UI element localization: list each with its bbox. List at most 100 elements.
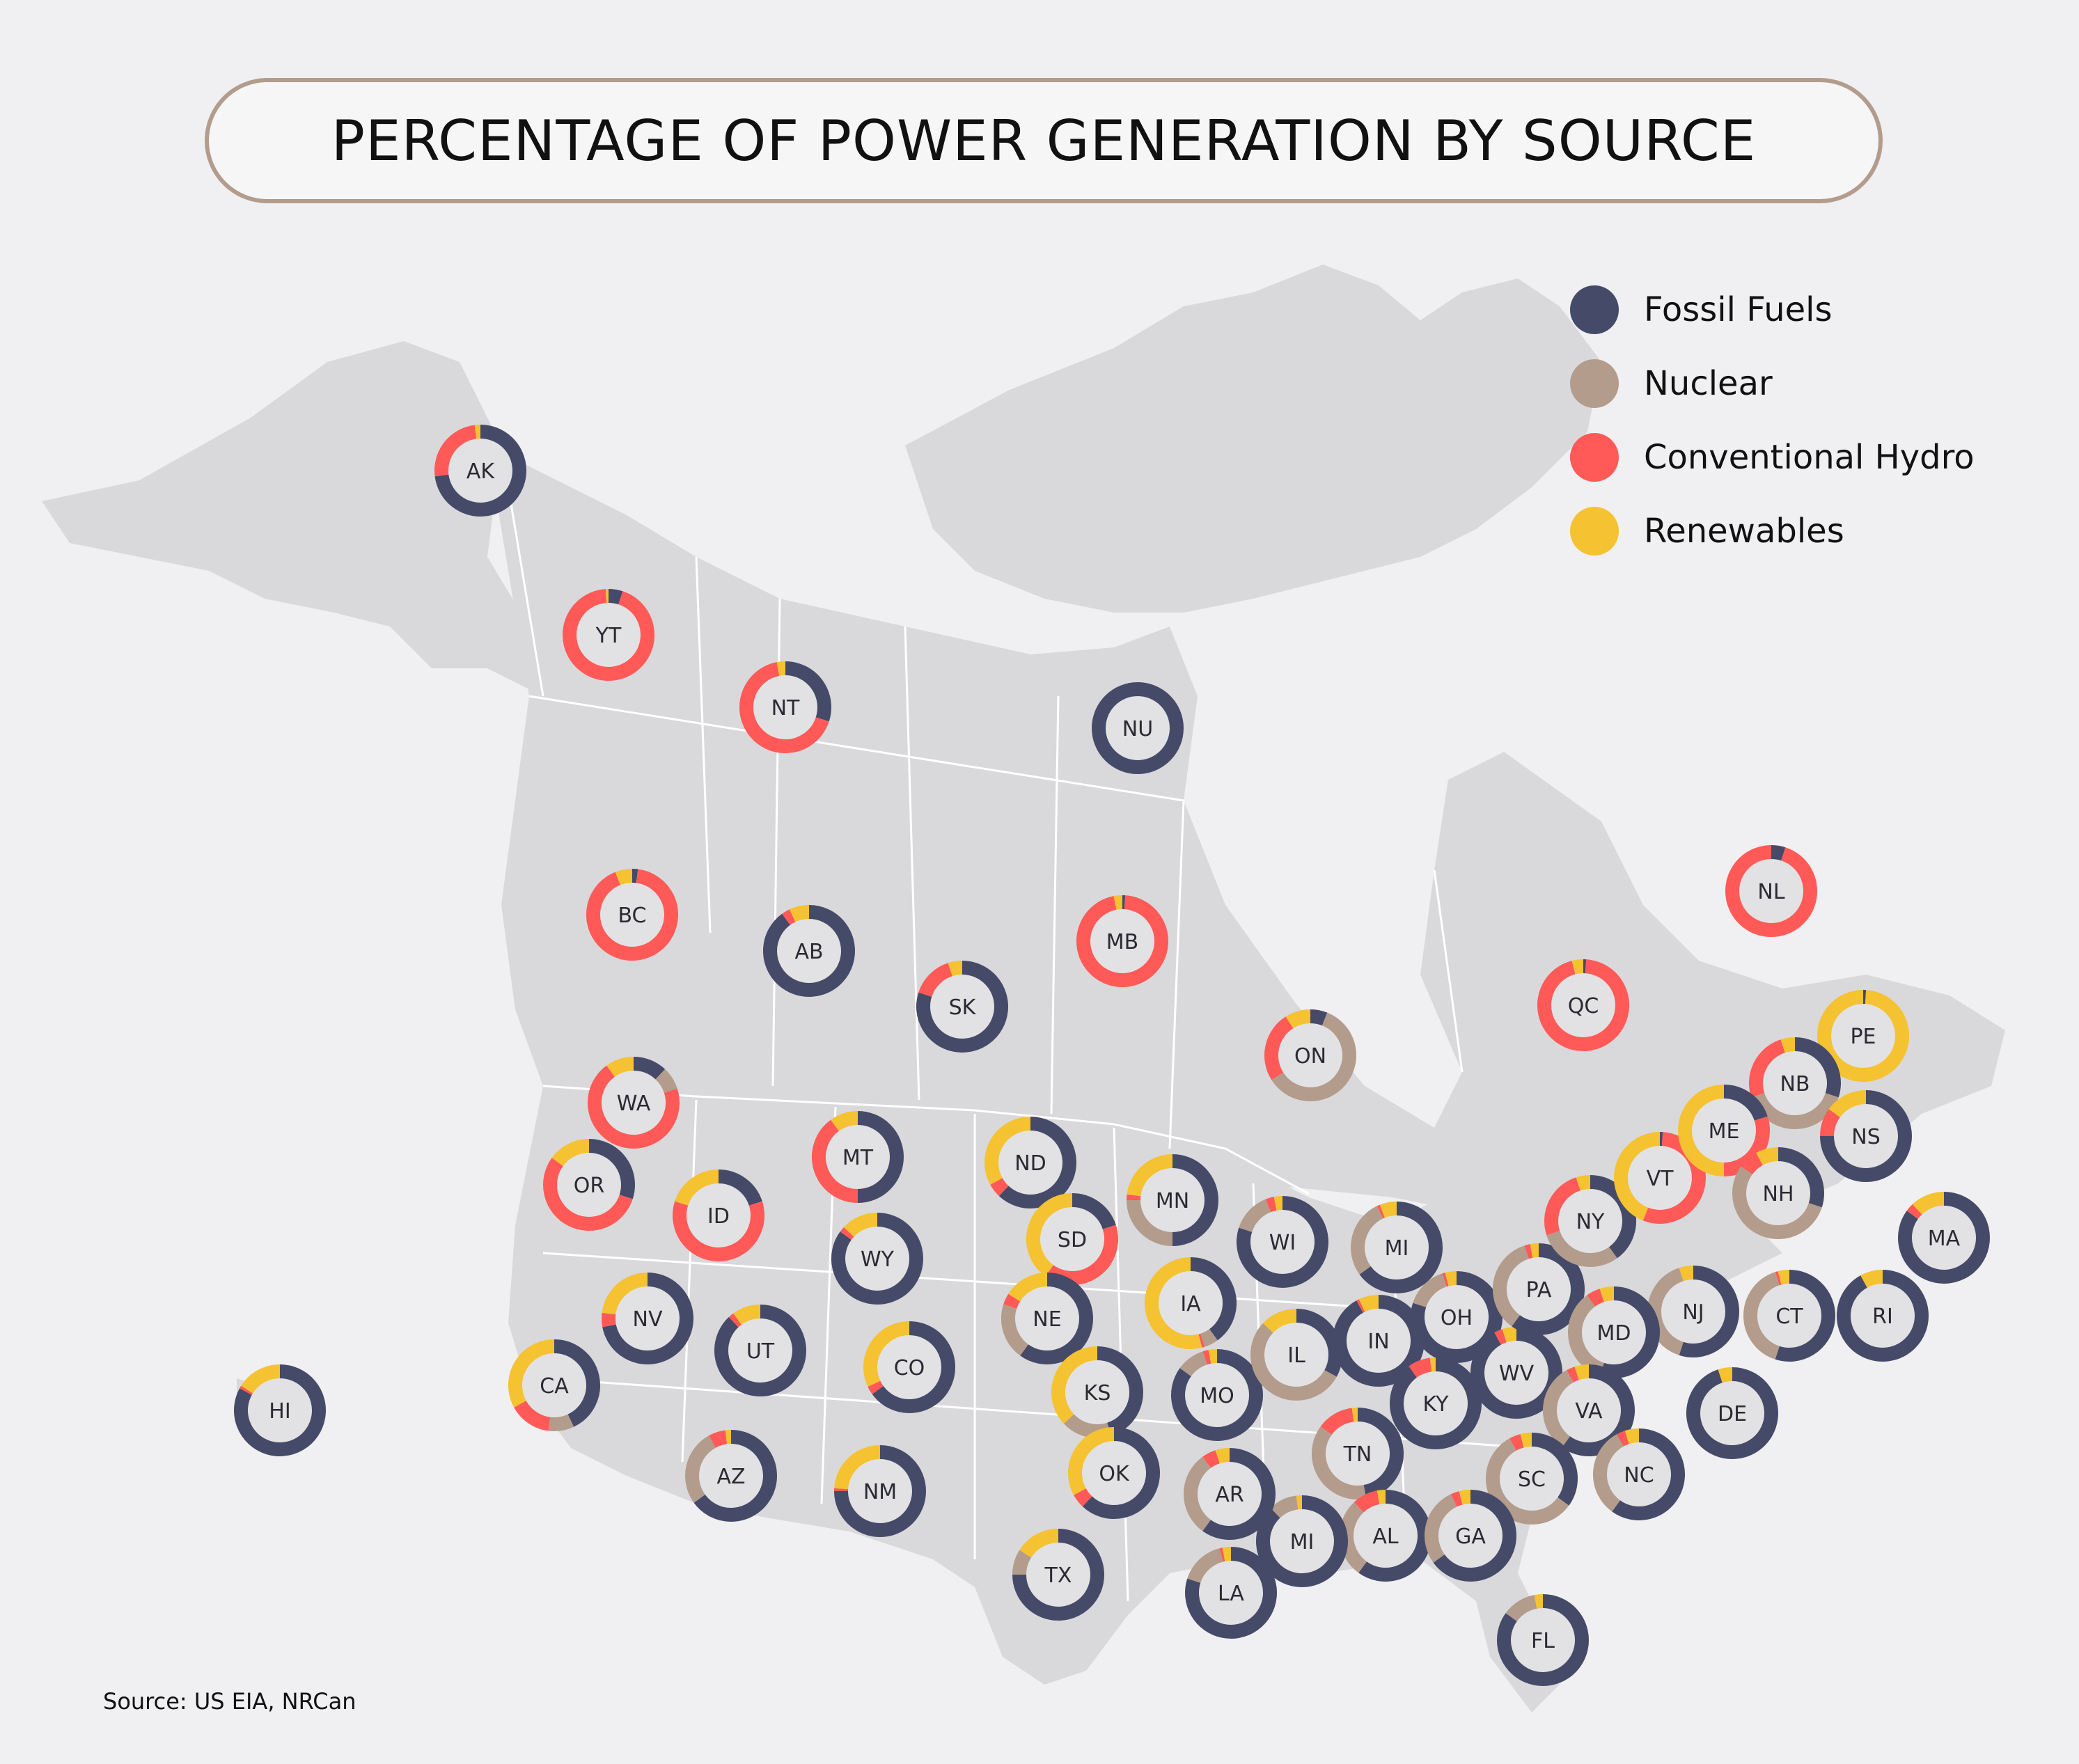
donut-label: IA <box>1180 1292 1201 1316</box>
donut-la: LA <box>1192 1554 1270 1632</box>
donut-segment-hydro <box>1454 1498 1461 1501</box>
donut-segment-renewables <box>611 1064 634 1071</box>
donut-qc: QC <box>1544 966 1622 1044</box>
donut-label: WA <box>617 1092 651 1116</box>
donut-label: LA <box>1218 1582 1244 1606</box>
donut-mi: MI <box>1358 1208 1436 1286</box>
donut-id: ID <box>680 1176 758 1254</box>
donut-md: MD <box>1575 1293 1653 1371</box>
donut-label: NJ <box>1682 1300 1704 1325</box>
donut-label: IL <box>1287 1344 1305 1368</box>
donut-label: NS <box>1851 1125 1880 1149</box>
donut-segment-renewables <box>1461 1497 1470 1498</box>
donut-nc: NC <box>1600 1435 1678 1513</box>
donut-segment-renewables <box>1447 1278 1457 1279</box>
donut-label: ND <box>1014 1151 1046 1176</box>
donut-ca: CA <box>515 1346 593 1424</box>
donut-ct: CT <box>1750 1277 1828 1355</box>
donut-label: UT <box>746 1339 775 1364</box>
donut-label: GA <box>1455 1525 1486 1549</box>
donut-label: CA <box>540 1374 569 1399</box>
donut-az: AZ <box>692 1437 770 1515</box>
donut-mo: MO <box>1178 1356 1256 1434</box>
legend-dot-nuclear <box>1570 359 1619 408</box>
donut-segment-hydro <box>1827 1113 1835 1136</box>
donut-ga: GA <box>1431 1497 1509 1575</box>
donut-segment-renewables <box>1783 1044 1795 1046</box>
donut-ar: AR <box>1191 1455 1269 1533</box>
donut-nv: NV <box>609 1279 687 1357</box>
donut-segment-renewables <box>1759 1154 1778 1159</box>
donut-label: MO <box>1200 1384 1234 1408</box>
donut-segment-hydro <box>786 915 792 919</box>
donut-label: SK <box>949 995 977 1020</box>
donut-ut: UT <box>721 1312 799 1389</box>
donut-hi: HI <box>241 1371 319 1449</box>
donut-ab: AB <box>770 912 848 990</box>
donut-de: DE <box>1693 1374 1771 1452</box>
donut-nh: NH <box>1739 1154 1817 1232</box>
arctic-islands-landmass <box>905 265 1601 613</box>
donut-segment-renewables <box>835 1118 858 1126</box>
donut-ks: KS <box>1058 1353 1136 1431</box>
donut-on: ON <box>1271 1016 1349 1094</box>
donut-segment-hydro <box>1913 1209 1917 1215</box>
donut-segment-renewables <box>1780 1277 1789 1278</box>
donut-label: MA <box>1928 1227 1961 1251</box>
donut-label: VA <box>1575 1399 1603 1424</box>
donut-ns: NS <box>1827 1097 1905 1175</box>
donut-segment-renewables <box>1522 1440 1532 1441</box>
donut-segment-hydro <box>1207 1457 1218 1463</box>
donut-nd: ND <box>991 1124 1069 1202</box>
donut-label: NE <box>1033 1307 1061 1332</box>
donut-label: SC <box>1518 1467 1546 1492</box>
donut-label: MI <box>1385 1236 1409 1261</box>
donut-label: NU <box>1122 717 1153 741</box>
donut-label: IN <box>1367 1330 1389 1354</box>
donut-segment-hydro <box>1360 1305 1362 1307</box>
donut-label: KS <box>1084 1381 1111 1405</box>
source-note: Source: US EIA, NRCan <box>103 1688 356 1715</box>
donut-segment-hydro <box>712 1437 726 1441</box>
donut-segment-hydro <box>1527 1251 1532 1252</box>
donut-label: SD <box>1058 1228 1087 1252</box>
donut-label: ON <box>1294 1044 1326 1069</box>
donut-co: CO <box>870 1328 948 1406</box>
donut-label: NY <box>1576 1210 1605 1234</box>
donut-segment-hydro <box>1445 1279 1447 1280</box>
donut-segment-hydro <box>1380 1211 1382 1212</box>
donut-label: DE <box>1718 1402 1747 1426</box>
donut-label: AK <box>466 459 496 484</box>
donut-segment-fossil <box>609 596 620 598</box>
legend-item-hydro: Conventional Hydro <box>1570 420 1975 494</box>
donut-segment-hydro <box>1747 1159 1759 1170</box>
donut-label: ME <box>1709 1119 1740 1144</box>
legend-item-fossil: Fossil Fuels <box>1570 273 1975 347</box>
donut-label: NT <box>771 696 800 720</box>
donut-label: VT <box>1647 1167 1674 1191</box>
donut-ak: AK <box>441 432 519 510</box>
donut-al: AL <box>1347 1497 1425 1575</box>
donut-tn: TN <box>1319 1415 1397 1493</box>
donut-segment-renewables <box>778 668 785 669</box>
donut-mt: MT <box>819 1118 897 1196</box>
donut-label: AL <box>1372 1525 1399 1549</box>
donut-label: WI <box>1269 1231 1296 1255</box>
donut-label: NL <box>1757 880 1784 904</box>
donut-segment-renewables <box>792 912 809 915</box>
donut-label: WY <box>861 1247 895 1272</box>
donut-segment-hydro <box>1778 1278 1780 1279</box>
donut-nb: NB <box>1756 1044 1834 1122</box>
donut-segment-renewables <box>1505 1334 1516 1336</box>
donut-label: FL <box>1531 1629 1555 1653</box>
donut-segment-hydro <box>1591 1296 1602 1301</box>
donut-segment-hydro <box>1498 1336 1505 1339</box>
donut-segment-renewables <box>1720 1374 1732 1376</box>
donut-label: NM <box>863 1480 897 1504</box>
donut-segment-renewables <box>950 968 962 970</box>
donut-segment-renewables <box>618 876 632 879</box>
donut-segment-renewables <box>1532 1250 1539 1251</box>
donut-segment-hydro <box>734 1319 737 1322</box>
donut-pa: PA <box>1500 1250 1578 1328</box>
